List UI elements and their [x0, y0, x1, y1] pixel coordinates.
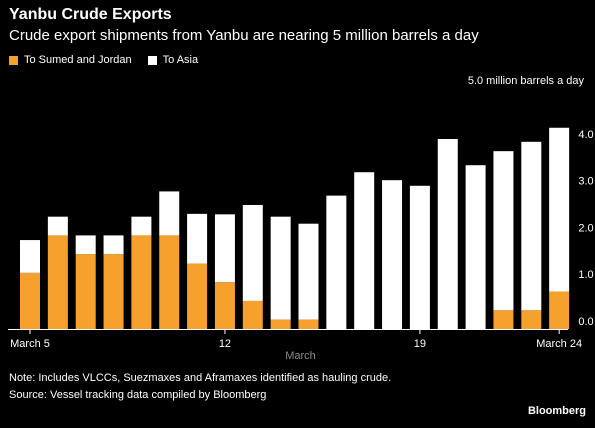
brand-logo-text: Bloomberg [527, 405, 586, 417]
bar-sumed-jordan [549, 291, 570, 329]
bar-asia [521, 141, 542, 311]
legend-swatch-white [147, 55, 157, 65]
y-tick-label: 3.0 [578, 176, 593, 188]
bar-asia [103, 235, 124, 255]
bar-asia [382, 180, 403, 329]
bar-asia [298, 223, 319, 320]
x-tick-label: 19 [414, 338, 426, 350]
bar-sumed-jordan [187, 263, 208, 329]
legend-item-sumed-jordan: To Sumed and Jordan [9, 54, 132, 66]
bar-sumed-jordan [521, 310, 542, 329]
bar-sumed-jordan [103, 254, 124, 329]
chart-subtitle: Crude export shipments from Yanbu are ne… [9, 27, 479, 44]
bar-sumed-jordan [214, 282, 235, 329]
bar-asia [326, 195, 347, 329]
chart-title: Yanbu Crude Exports [9, 6, 172, 23]
bar-sumed-jordan [270, 319, 291, 329]
y-tick-label: 0.0 [578, 316, 593, 328]
legend-swatch-orange [9, 55, 18, 65]
bar-asia [549, 127, 570, 292]
bar-sumed-jordan [75, 254, 96, 329]
bar-asia [465, 165, 486, 329]
bar-sumed-jordan [131, 235, 152, 329]
bar-sumed-jordan [298, 319, 319, 329]
bar-asia [437, 138, 458, 329]
bar-asia [242, 204, 263, 301]
bar-sumed-jordan [493, 310, 514, 329]
bar-asia [493, 151, 514, 311]
y-tick-label: 2.0 [578, 222, 593, 234]
bar-asia [75, 235, 96, 255]
unit-label: 5.0 million barrels a day [467, 75, 584, 87]
legend-item-asia: To Asia [147, 54, 199, 66]
x-tick-label: 12 [219, 338, 231, 350]
legend-label: To Asia [162, 54, 199, 66]
bar-sumed-jordan [20, 272, 40, 329]
bar-chart: 0.0 1.0 2.0 3.0 4.0 March 5 12 19 March 24 March [8, 127, 594, 362]
y-tick-label: 4.0 [578, 129, 593, 141]
legend-label: To Sumed and Jordan [24, 54, 132, 66]
bar-asia [187, 213, 208, 264]
y-tick-label: 1.0 [578, 269, 593, 281]
bar-asia [354, 172, 375, 329]
bar-asia [409, 185, 430, 329]
x-axis-label: March [285, 350, 316, 362]
bar-asia [214, 214, 235, 283]
bar-asia [159, 191, 180, 236]
legend: To Sumed and Jordan To Asia [9, 54, 214, 66]
bar-asia [47, 216, 68, 236]
note-text: Note: Includes VLCCs, Suezmaxes and Afra… [9, 372, 392, 384]
bar-asia [270, 216, 291, 320]
bar-sumed-jordan [159, 235, 180, 329]
source-text: Source: Vessel tracking data compiled by… [9, 389, 267, 401]
bar-asia [20, 240, 40, 273]
bar-sumed-jordan [242, 300, 263, 329]
x-tick-label: March 24 [536, 338, 582, 350]
bar-asia [131, 216, 152, 236]
x-tick-label: March 5 [10, 338, 50, 350]
bar-sumed-jordan [47, 235, 68, 329]
